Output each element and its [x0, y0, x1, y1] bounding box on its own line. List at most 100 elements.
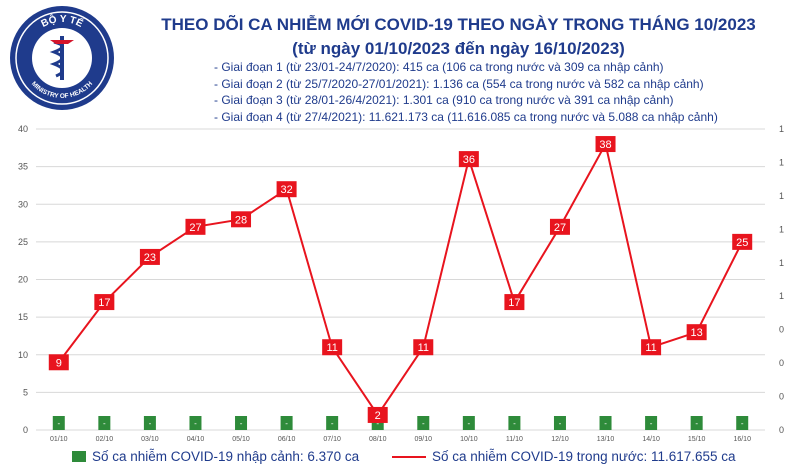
line-data-label: 17	[508, 297, 520, 309]
line-data-label-box	[231, 211, 252, 228]
bar	[52, 416, 65, 430]
line-data-label-box	[732, 233, 753, 250]
y-right-tick-label: 0	[779, 358, 784, 368]
bar-data-label: -	[559, 419, 562, 428]
legend-line-swatch	[392, 455, 426, 458]
line-data-label: 11	[326, 342, 337, 354]
x-tick-label: 16/10	[733, 436, 751, 443]
x-tick-label: 13/10	[597, 436, 615, 443]
x-tick-label: 10/10	[460, 436, 478, 443]
y-tick-label: 25	[18, 237, 28, 247]
ministry-of-health-logo: BỘ Y TẾ MINISTRY OF HEALTH	[10, 6, 114, 110]
line-data-label-box	[185, 218, 206, 235]
bar	[645, 416, 658, 430]
y-right-tick-label: 1	[779, 191, 784, 201]
bar	[280, 416, 293, 430]
line-data-label-box	[413, 339, 434, 356]
legend-item-bar: Số ca nhiễm COVID-19 nhập cảnh: 6.370 ca	[72, 449, 359, 464]
line-data-label: 13	[691, 327, 703, 339]
bar-data-label: -	[604, 419, 607, 428]
line-data-label-box	[549, 218, 570, 235]
line-data-label: 32	[280, 184, 292, 196]
bar-data-label: -	[468, 419, 471, 428]
legend-item-line: Số ca nhiễm COVID-19 trong nước: 11.617.…	[392, 449, 736, 464]
line-data-label: 36	[463, 154, 475, 166]
bar-data-label: -	[741, 419, 744, 428]
bar	[690, 416, 703, 430]
x-tick-label: 07/10	[323, 436, 341, 443]
line-data-label: 38	[599, 139, 611, 151]
bar	[235, 416, 248, 430]
bar-data-label: -	[285, 419, 288, 428]
line-data-label-box	[276, 181, 297, 198]
line-data-label: 25	[736, 237, 748, 249]
bar	[462, 416, 475, 430]
x-tick-label: 11/10	[506, 436, 523, 443]
y-right-tick-label: 1	[779, 258, 784, 268]
y-tick-label: 20	[18, 275, 28, 285]
bar	[143, 416, 156, 430]
bar-data-label: -	[149, 419, 152, 428]
x-tick-label: 02/10	[96, 436, 114, 443]
bar-data-label: -	[376, 419, 379, 428]
y-right-tick-label: 1	[779, 124, 784, 134]
line-data-label-box	[367, 406, 388, 423]
page-subtitle: (từ ngày 01/10/2023 đến ngày 16/10/2023)	[292, 39, 625, 58]
line-data-label: 23	[144, 252, 156, 264]
y-tick-label: 30	[18, 199, 28, 209]
bar	[189, 416, 202, 430]
x-tick-label: 09/10	[415, 436, 433, 443]
x-tick-label: 03/10	[141, 436, 159, 443]
line-data-label: 2	[375, 410, 381, 422]
bar	[417, 416, 430, 430]
legend-bar-swatch	[72, 451, 86, 462]
line-data-label-box	[322, 339, 343, 356]
line-data-label-box	[504, 294, 525, 311]
line-data-label-box	[94, 294, 115, 311]
bar	[736, 416, 749, 430]
page-title: THEO DÕI CA NHIỄM MỚI COVID-19 THEO NGÀY…	[161, 15, 756, 34]
bar-data-label: -	[103, 419, 106, 428]
y-right-tick-label: 1	[779, 224, 784, 234]
phase-note-2: - Giai đoạn 2 (từ 25/7/2020-27/01/2021):…	[214, 76, 704, 91]
legend: Số ca nhiễm COVID-19 nhập cảnh: 6.370 ca…	[0, 449, 797, 471]
line-data-label: 11	[645, 342, 656, 354]
x-tick-label: 01/10	[50, 436, 68, 443]
bar-data-label: -	[650, 419, 653, 428]
bar	[98, 416, 111, 430]
bar-data-label: -	[57, 419, 60, 428]
phase-note-1: - Giai đoạn 1 (từ 23/01-24/7/2020): 415 …	[214, 60, 664, 74]
y-right-tick-label: 0	[779, 425, 784, 435]
line-data-label: 17	[98, 297, 110, 309]
y-tick-label: 5	[23, 387, 28, 397]
x-tick-label: 04/10	[187, 436, 205, 443]
line-data-label: 9	[56, 357, 62, 369]
y-tick-label: 15	[18, 312, 28, 322]
line-data-label-box	[641, 339, 662, 356]
y-tick-label: 35	[18, 162, 28, 172]
y-right-tick-label: 1	[779, 157, 784, 167]
bar-data-label: -	[240, 419, 243, 428]
y-tick-label: 10	[18, 350, 28, 360]
legend-bar-label: Số ca nhiễm COVID-19 nhập cảnh: 6.370 ca	[92, 449, 360, 464]
x-tick-label: 15/10	[688, 436, 706, 443]
x-tick-label: 05/10	[232, 436, 250, 443]
phase-notes: - Giai đoạn 1 (từ 23/01-24/7/2020): 415 …	[214, 59, 718, 125]
line-data-label-box	[48, 354, 69, 371]
bar-data-label: -	[194, 419, 197, 428]
bar	[599, 416, 612, 430]
x-tick-label: 12/10	[551, 436, 569, 443]
x-tick-label: 14/10	[642, 436, 660, 443]
line-data-label-box	[458, 151, 479, 168]
y-right-tick-label: 1	[779, 291, 784, 301]
y-right-tick-label: 0	[779, 392, 784, 402]
legend-line-label: Số ca nhiễm COVID-19 trong nước: 11.617.…	[432, 449, 736, 464]
line-data-label: 27	[189, 222, 201, 234]
line-data-label: 28	[235, 214, 247, 226]
line-data-label-box	[595, 136, 616, 153]
phase-note-4: - Giai đoạn 4 (từ 27/4/2021): 11.621.173…	[214, 109, 718, 124]
bar-data-label: -	[331, 419, 334, 428]
line-data-label: 11	[418, 342, 429, 354]
y-tick-label: 0	[23, 425, 28, 435]
